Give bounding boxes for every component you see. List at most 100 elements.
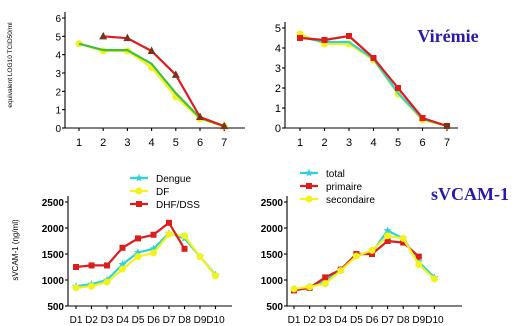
y-tick-label: 2000: [42, 224, 65, 235]
data-point-series-2-5: [419, 115, 426, 121]
end-point-marker: [444, 123, 450, 129]
y-tick-label: 500: [47, 302, 64, 313]
data-point-legend-2: [136, 201, 142, 207]
data-point-primaire-7: [400, 239, 407, 246]
data-point-series-2-1: [99, 31, 108, 40]
y-tick-label: 4: [55, 51, 61, 62]
x-tick-label: 3: [346, 137, 352, 149]
x-tick-label: 4: [370, 137, 376, 149]
x-tick-label: 2: [100, 137, 106, 149]
data-point-dhf-dss-0: [73, 264, 79, 270]
data-point-series-2-1: [321, 37, 328, 43]
chart-panel-top-right: 0 1 2 3 4 5 1 2 3 4 5 6 7 Virémie: [275, 22, 479, 149]
series-line-series-0: [78, 42, 225, 128]
x-tick-label: D10: [206, 315, 225, 326]
y-tick-label: 500: [266, 302, 283, 313]
chart-title: Virémie: [417, 26, 478, 46]
data-point-total-6: [383, 226, 392, 234]
y-tick-label: 2: [275, 83, 281, 95]
x-tick-label: D3: [319, 315, 332, 326]
series-line-series-1: [78, 42, 225, 128]
data-point-primaire-8: [415, 253, 422, 260]
y-tick-label: 2500: [261, 198, 284, 209]
data-point-dhf-dss-7: [181, 245, 188, 252]
series-line-series-1: [299, 35, 448, 128]
x-tick-label: D8: [397, 315, 410, 326]
data-point-series-2-5: [196, 112, 204, 120]
data-point-series-2-3: [147, 46, 156, 54]
legend-label: primaire: [326, 182, 363, 193]
y-tick-label: 1500: [261, 250, 284, 261]
y-tick-label: 1000: [42, 276, 65, 287]
x-tick-label: 7: [444, 137, 450, 149]
x-tick-label: D10: [425, 315, 444, 326]
y-axis-label: sVCAM-1 (ηg/ml): [11, 219, 20, 281]
x-tick-label: 6: [197, 137, 203, 149]
x-tick-label: D1: [288, 315, 301, 326]
series-line-dhf-dss: [75, 221, 186, 269]
data-point-series-2-4: [171, 70, 180, 78]
series-line-dengue: [75, 232, 217, 288]
chart-title: sVCAM-1: [431, 184, 509, 204]
x-tick-label: D6: [147, 315, 160, 326]
data-point-df-0: [72, 284, 80, 292]
x-tick-label: D5: [350, 315, 363, 326]
data-point-secondaire-6: [384, 232, 392, 240]
legend-label: DHF/DSS: [156, 200, 200, 211]
y-tick-label: 0: [55, 124, 61, 135]
x-tick-label: 3: [124, 137, 130, 149]
data-point-secondaire-8: [415, 260, 423, 268]
data-point-secondaire-5: [368, 246, 376, 254]
y-tick-label: 2: [55, 87, 61, 98]
series-line-primaire: [293, 239, 420, 292]
legend-item: Dengue: [130, 173, 191, 185]
data-point-dhf-dss-1: [88, 262, 95, 269]
y-tick-label: 4: [275, 43, 281, 55]
legend-label: secondaire: [326, 195, 375, 206]
x-tick-label: D4: [334, 315, 347, 326]
data-point-dengue-3: [118, 260, 127, 268]
x-tick-label: 4: [149, 137, 155, 149]
data-point-secondaire-1: [306, 283, 314, 291]
data-point-df-7: [181, 232, 188, 240]
y-tick-label: 1000: [261, 276, 284, 287]
legend-label: total: [326, 169, 345, 180]
data-point-legend-1: [135, 187, 143, 195]
data-point-secondaire-7: [399, 234, 407, 242]
legend-item: total: [300, 168, 345, 180]
data-point-secondaire-3: [337, 267, 345, 275]
y-tick-label: 3: [275, 63, 281, 75]
y-tick-label: 1: [275, 103, 281, 115]
legend-item: DF: [130, 187, 169, 198]
data-point-legend-2: [305, 195, 313, 203]
series-line-secondaire: [293, 234, 436, 290]
data-point-secondaire-9: [430, 275, 438, 283]
legend-label: Dengue: [156, 174, 191, 185]
data-point-dhf-dss-5: [150, 231, 157, 238]
legend-label: DF: [156, 187, 169, 198]
x-tick-label: 2: [321, 137, 327, 149]
data-point-legend-1: [306, 183, 312, 189]
data-point-dhf-dss-2: [104, 262, 110, 269]
y-tick-label: 5: [55, 32, 61, 43]
data-point-dhf-dss-3: [119, 244, 126, 251]
data-point-primaire-6: [384, 238, 391, 244]
data-point-series-2-4: [395, 85, 401, 91]
data-point-primaire-2: [322, 274, 329, 281]
x-tick-label: 7: [221, 137, 227, 149]
x-tick-label: 5: [173, 137, 179, 149]
y-tick-label: 2500: [42, 198, 65, 209]
y-axis-label: equivalent LOG10 TCID50/ml: [7, 22, 14, 108]
y-tick-label: 0: [275, 123, 281, 135]
legend-item: secondaire: [300, 195, 375, 206]
x-tick-label: D9: [412, 315, 425, 326]
legend-item: primaire: [300, 182, 363, 193]
y-tick-label: 1500: [42, 250, 65, 261]
x-tick-label: D9: [194, 315, 207, 326]
data-point-primaire-5: [369, 251, 375, 257]
series-line-series-2: [299, 34, 448, 128]
data-point-df-5: [150, 249, 157, 257]
y-tick-label: 3: [55, 69, 61, 80]
y-tick-label: 6: [55, 14, 61, 25]
